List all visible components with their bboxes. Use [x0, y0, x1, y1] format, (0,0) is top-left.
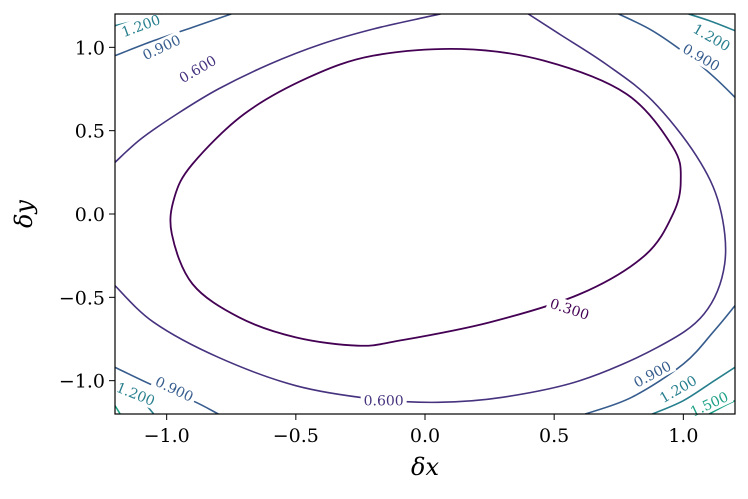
x-tick-label: −0.5 [273, 425, 319, 447]
y-tick-label: 1.0 [75, 37, 105, 59]
contour-line-0_6-1 [115, 14, 441, 163]
contour-label-background [628, 356, 677, 392]
contour-line-0_3-1 [169, 47, 682, 347]
contour-line-1_2-2 [688, 14, 735, 32]
x-axis-label: δx [411, 453, 439, 481]
contour-label-background [116, 10, 166, 42]
y-tick-label: 0.0 [75, 204, 105, 226]
y-axis-ticks: −1.0 −0.5 0.0 0.5 1.0 [59, 37, 115, 393]
x-tick-label: −1.0 [144, 425, 190, 447]
contour-label-0_6-2: 0.600 [364, 394, 404, 410]
y-tick-label: −0.5 [59, 287, 105, 309]
contour-label-background [677, 38, 726, 76]
y-axis-label: δy [10, 200, 38, 228]
contour-label-background [173, 50, 222, 88]
contour-label-background [684, 387, 734, 421]
y-tick-label: −1.0 [59, 371, 105, 393]
y-tick-label: 0.5 [75, 121, 105, 143]
contour-label-background [654, 370, 703, 408]
contour-label-background [137, 30, 186, 65]
x-tick-label: 0.0 [410, 425, 440, 447]
x-tick-label: 1.0 [668, 425, 698, 447]
contour-label-background [111, 377, 160, 411]
x-tick-label: 0.5 [539, 425, 569, 447]
contour-line-0_9-4 [584, 305, 735, 414]
contour-label-background [150, 372, 199, 406]
contour-label-background [687, 18, 736, 56]
contour-label-background [545, 294, 595, 324]
x-axis-ticks: −1.0 −0.5 0.0 0.5 1.0 [144, 414, 698, 447]
contour-label-background [360, 392, 407, 409]
contour-line-0_6-2 [115, 14, 727, 404]
contour-line-1_2-4 [652, 366, 735, 414]
